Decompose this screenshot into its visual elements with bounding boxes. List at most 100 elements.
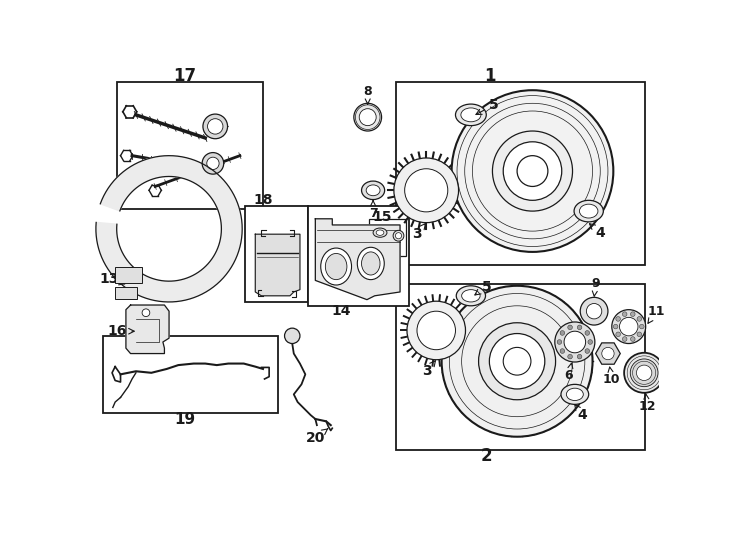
Circle shape bbox=[504, 347, 531, 375]
Circle shape bbox=[577, 325, 582, 329]
Ellipse shape bbox=[461, 108, 481, 122]
Text: 5: 5 bbox=[475, 280, 491, 295]
Circle shape bbox=[616, 332, 620, 336]
Text: 4: 4 bbox=[575, 404, 587, 422]
Ellipse shape bbox=[362, 252, 380, 275]
Text: 15: 15 bbox=[373, 210, 392, 224]
Text: 11: 11 bbox=[647, 305, 665, 323]
Circle shape bbox=[557, 340, 562, 345]
Text: 10: 10 bbox=[603, 367, 620, 386]
Ellipse shape bbox=[366, 185, 380, 195]
Bar bbox=[308, 206, 410, 306]
Bar bbox=[396, 82, 645, 265]
Ellipse shape bbox=[574, 200, 603, 222]
Circle shape bbox=[612, 309, 646, 343]
Text: 6: 6 bbox=[564, 363, 573, 382]
Bar bbox=[117, 82, 263, 209]
Text: 16: 16 bbox=[107, 324, 134, 338]
Text: 3: 3 bbox=[413, 224, 426, 241]
Circle shape bbox=[203, 114, 228, 139]
Circle shape bbox=[504, 142, 562, 200]
Ellipse shape bbox=[393, 231, 404, 241]
Text: 17: 17 bbox=[173, 66, 196, 85]
Text: 7: 7 bbox=[368, 201, 377, 220]
Circle shape bbox=[636, 365, 652, 381]
Circle shape bbox=[207, 157, 219, 170]
Polygon shape bbox=[96, 156, 242, 302]
Circle shape bbox=[404, 168, 448, 212]
Circle shape bbox=[585, 349, 589, 353]
Ellipse shape bbox=[567, 388, 584, 401]
Circle shape bbox=[490, 334, 545, 389]
Text: 18: 18 bbox=[253, 193, 273, 206]
Circle shape bbox=[555, 322, 595, 362]
Circle shape bbox=[142, 309, 150, 316]
Text: 12: 12 bbox=[639, 394, 656, 413]
Circle shape bbox=[588, 340, 592, 345]
Circle shape bbox=[394, 158, 459, 222]
Bar bbox=[103, 336, 278, 413]
Circle shape bbox=[560, 330, 564, 335]
Circle shape bbox=[616, 316, 620, 321]
Text: 13: 13 bbox=[99, 272, 125, 286]
Ellipse shape bbox=[321, 248, 352, 285]
Circle shape bbox=[577, 354, 582, 359]
Ellipse shape bbox=[396, 233, 401, 239]
Circle shape bbox=[585, 330, 589, 335]
Text: 19: 19 bbox=[174, 411, 195, 427]
Polygon shape bbox=[595, 343, 620, 364]
Ellipse shape bbox=[456, 104, 487, 126]
Circle shape bbox=[568, 325, 573, 329]
Bar bbox=[369, 219, 406, 256]
Circle shape bbox=[614, 325, 618, 329]
Circle shape bbox=[602, 347, 614, 360]
Circle shape bbox=[631, 312, 635, 316]
Ellipse shape bbox=[462, 289, 480, 302]
Circle shape bbox=[639, 325, 644, 329]
Circle shape bbox=[580, 298, 608, 325]
Text: 5: 5 bbox=[476, 98, 499, 114]
Circle shape bbox=[622, 312, 627, 316]
Text: 4: 4 bbox=[589, 224, 605, 240]
Ellipse shape bbox=[373, 228, 387, 237]
Circle shape bbox=[619, 318, 638, 336]
Polygon shape bbox=[316, 219, 400, 300]
Ellipse shape bbox=[359, 109, 376, 126]
Bar bbox=[396, 284, 645, 450]
Polygon shape bbox=[126, 305, 169, 354]
Text: 1: 1 bbox=[484, 66, 496, 85]
Circle shape bbox=[624, 353, 664, 393]
Ellipse shape bbox=[354, 103, 382, 131]
Circle shape bbox=[586, 303, 602, 319]
Text: 8: 8 bbox=[363, 85, 372, 104]
Circle shape bbox=[208, 119, 223, 134]
Circle shape bbox=[517, 156, 548, 186]
Bar bbox=[115, 287, 137, 299]
Circle shape bbox=[417, 311, 456, 350]
Bar bbox=[115, 267, 142, 284]
Circle shape bbox=[442, 286, 592, 437]
Circle shape bbox=[407, 301, 465, 360]
Circle shape bbox=[568, 354, 573, 359]
Text: 9: 9 bbox=[592, 277, 600, 296]
Circle shape bbox=[493, 131, 573, 211]
Ellipse shape bbox=[357, 247, 385, 280]
Polygon shape bbox=[255, 234, 300, 296]
Text: 20: 20 bbox=[305, 429, 328, 446]
Ellipse shape bbox=[325, 253, 347, 280]
Circle shape bbox=[564, 331, 586, 353]
Ellipse shape bbox=[579, 204, 598, 218]
Ellipse shape bbox=[457, 286, 485, 306]
Text: 3: 3 bbox=[422, 361, 435, 378]
Text: 14: 14 bbox=[332, 304, 352, 318]
Circle shape bbox=[637, 316, 642, 321]
Circle shape bbox=[285, 328, 300, 343]
Bar bbox=[245, 206, 308, 302]
Circle shape bbox=[622, 337, 627, 341]
Circle shape bbox=[631, 337, 635, 341]
Circle shape bbox=[631, 359, 658, 387]
Ellipse shape bbox=[362, 181, 385, 200]
Text: 2: 2 bbox=[481, 447, 492, 465]
Circle shape bbox=[479, 323, 556, 400]
Circle shape bbox=[637, 332, 642, 336]
